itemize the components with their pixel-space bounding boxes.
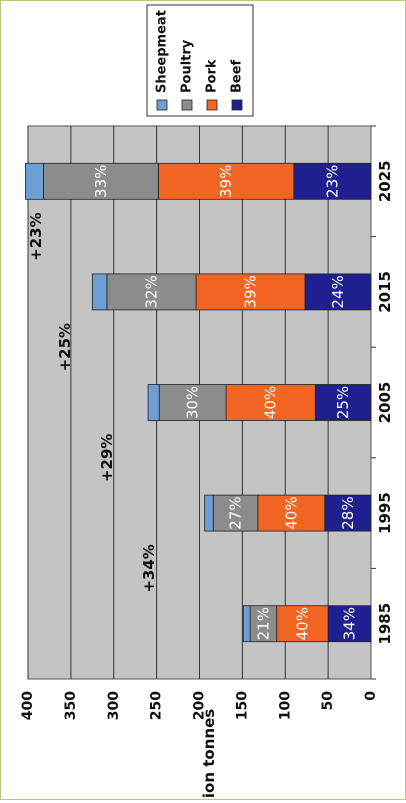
- legend-label-pork: Pork: [205, 59, 220, 93]
- y-tick-label: 150: [234, 691, 250, 720]
- segment-label: 39%: [217, 165, 235, 198]
- segment-label: 23%: [323, 165, 341, 198]
- y-tick-label: 250: [149, 691, 165, 720]
- segment-label: 40%: [293, 607, 311, 640]
- y-axis-label: million tonnes: [200, 709, 218, 799]
- bar-segment-beef-1985: [327, 605, 372, 643]
- x-tick-label: 1995: [376, 492, 394, 534]
- segment-label: 32%: [142, 275, 160, 308]
- segment-label: 39%: [242, 275, 260, 308]
- segment-label: 34%: [341, 607, 359, 640]
- legend-box: [146, 4, 254, 117]
- bar-segment-poultry-2015: [106, 273, 197, 311]
- legend-swatch-beef: [231, 99, 243, 111]
- growth-annotation: +34%: [140, 544, 158, 592]
- segment-label: 21%: [254, 607, 272, 640]
- y-tick-label: 0: [363, 691, 379, 701]
- bar-segment-pork-1995: [257, 494, 326, 532]
- y-tick-label: 350: [63, 691, 79, 720]
- bar-segment-pork-2005: [225, 384, 316, 421]
- bar-segment-sheepmeat-2025: [25, 162, 44, 200]
- bar-segment-pork-2025: [157, 162, 295, 200]
- bar-segment-beef-2025: [293, 162, 372, 200]
- bar-segment-poultry-1995: [212, 494, 259, 532]
- segment-label: 30%: [184, 386, 202, 419]
- bar-segment-poultry-1985: [249, 605, 278, 643]
- y-tick-label: 300: [106, 691, 122, 720]
- x-tick-label: 1985: [376, 603, 394, 645]
- legend-swatch-pork: [206, 99, 218, 111]
- y-tick-label: 400: [20, 691, 36, 720]
- y-tick-label: 200: [192, 691, 208, 720]
- segment-label: 33%: [92, 165, 110, 198]
- legend-label-beef: Beef: [230, 59, 245, 93]
- y-tick-label: 100: [277, 691, 293, 720]
- bar-segment-pork-2015: [195, 273, 306, 311]
- segment-label: 25%: [334, 386, 352, 419]
- growth-annotation: +23%: [27, 212, 45, 260]
- bar-segment-beef-2015: [304, 273, 372, 311]
- bar-segment-poultry-2005: [158, 384, 227, 421]
- segment-label: 28%: [339, 496, 357, 529]
- legend-label-sheepmeat: Sheepmeat: [155, 10, 170, 93]
- legend-swatch-sheepmeat: [156, 99, 168, 111]
- bar-segment-beef-1995: [324, 494, 372, 532]
- bar-segment-sheepmeat-2005: [147, 384, 160, 421]
- segment-label: 24%: [329, 275, 347, 308]
- y-tick-label: 50: [320, 691, 336, 711]
- bar-segment-sheepmeat-2015: [91, 273, 108, 311]
- x-tick-label: 2005: [376, 382, 394, 424]
- bar-segment-sheepmeat-1985: [242, 605, 251, 643]
- x-tick-label: 2015: [376, 271, 394, 313]
- legend-swatch-poultry: [181, 99, 193, 111]
- growth-annotation: +25%: [56, 323, 74, 371]
- bar-segment-poultry-2025: [43, 162, 159, 200]
- segment-label: 40%: [262, 386, 280, 419]
- bar-segment-beef-2005: [314, 384, 372, 421]
- segment-label: 40%: [282, 496, 300, 529]
- growth-annotation: +29%: [98, 434, 116, 482]
- x-tick-label: 2025: [376, 160, 394, 202]
- segment-label: 27%: [227, 496, 245, 529]
- bar-segment-pork-1985: [276, 605, 329, 643]
- bar-segment-sheepmeat-1995: [204, 494, 214, 532]
- legend-label-poultry: Poultry: [180, 39, 195, 93]
